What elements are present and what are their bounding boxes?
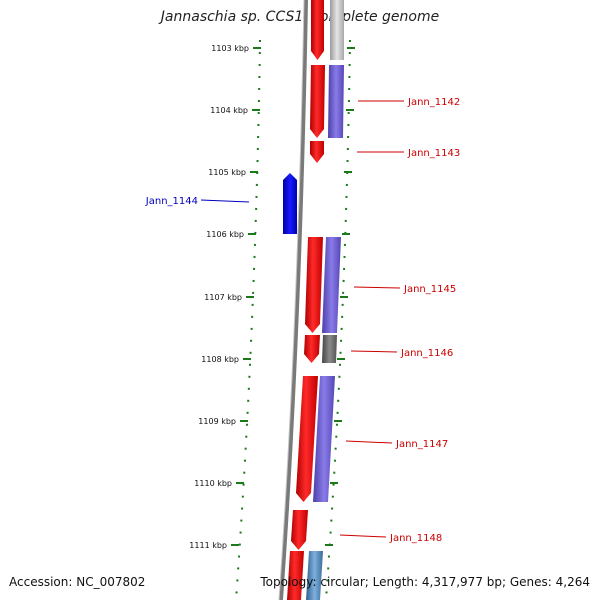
gene-label[interactable]: Jann_1145	[403, 284, 456, 295]
ruler-tick-label: 1106 kbp	[206, 230, 244, 239]
feature-track[interactable]	[322, 335, 337, 363]
ruler-tick-label: 1107 kbp	[204, 293, 242, 302]
accession-value: NC_007802	[76, 575, 146, 589]
feature-track[interactable]	[330, 0, 344, 60]
feature-track[interactable]	[322, 237, 341, 333]
gene-label-leader	[353, 286, 401, 289]
topology-info: Topology: circular; Length: 4,317,977 bp…	[260, 575, 590, 589]
gene-arrow-forward[interactable]	[305, 237, 323, 333]
ruler-tick-label: 1104 kbp	[210, 106, 248, 115]
genome-title: Jannaschia sp. CCS1, complete genome	[160, 9, 440, 25]
gene-label[interactable]: Jann_1146	[400, 348, 453, 359]
accession-info: Accession: NC_007802	[9, 575, 145, 589]
feature-track[interactable]	[313, 376, 335, 502]
gene-label[interactable]: Jann_1148	[389, 533, 442, 544]
gene-arrow-forward[interactable]	[310, 65, 325, 138]
ruler-tick-label: 1108 kbp	[201, 355, 239, 364]
ruler-tick-label: 1109 kbp	[198, 417, 236, 426]
ruler-tick-label: 1110 kbp	[194, 479, 232, 488]
genome-backbone	[279, 0, 308, 600]
gene-label-leader	[200, 199, 250, 203]
accession-label: Accession:	[9, 575, 73, 589]
gene-arrow-forward[interactable]	[311, 0, 324, 60]
gene-arrow-forward[interactable]	[304, 335, 320, 363]
ruler-tick-label: 1105 kbp	[208, 168, 246, 177]
gene-arrow-reverse[interactable]	[283, 173, 297, 234]
feature-track[interactable]	[306, 551, 323, 600]
gene-arrow-forward[interactable]	[310, 141, 324, 163]
gene-label[interactable]: Jann_1147	[395, 439, 448, 450]
ruler-tick-label: 1103 kbp	[211, 44, 249, 53]
gene-arrow-forward[interactable]	[296, 376, 318, 502]
gene-label[interactable]: Jann_1143	[407, 148, 460, 159]
gene-label-leader	[350, 350, 398, 353]
gene-label-leader	[345, 440, 393, 444]
gene-label-leader	[339, 534, 387, 538]
feature-track[interactable]	[328, 65, 344, 138]
gene-label[interactable]: Jann_1144	[145, 196, 198, 207]
gene-label[interactable]: Jann_1142	[407, 97, 460, 108]
gene-arrow-forward[interactable]	[287, 551, 304, 600]
ruler-arc-left	[235, 39, 261, 600]
ruler-tick-label: 1111 kbp	[189, 541, 227, 550]
gene-arrow-forward[interactable]	[291, 510, 308, 550]
